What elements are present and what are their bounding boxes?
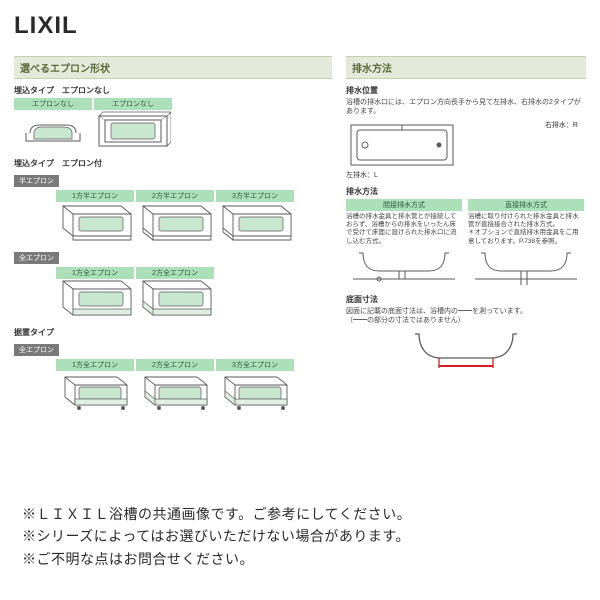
apron-cell: 1方半エプロン <box>56 190 134 244</box>
group2-row1: 1方半エプロン 2方半エプロン <box>14 190 332 244</box>
apron-cell: 2方全エプロン <box>136 267 214 321</box>
drain-pos-label: 排水位置 <box>346 85 586 96</box>
method-figure <box>346 248 462 288</box>
full-apron-tag: 全エプロン <box>14 252 59 264</box>
content: 選べるエプロン形状 埋込タイプ エプロンなし エプロンなし エプロンなし <box>14 56 586 417</box>
drain-pos-note: 浴槽の排水口には、エプロン方向長手から見て左排水、右排水の2タイプがあります。 <box>346 98 586 116</box>
apron-cell: 2方半エプロン <box>136 190 214 244</box>
drainage-section: 排水方法 排水位置 浴槽の排水口には、エプロン方向長手から見て左排水、右排水の2… <box>346 56 586 417</box>
drain-method-label: 排水方法 <box>346 186 586 197</box>
drain-right: 右排水：R <box>466 120 578 180</box>
drain-right-cap: 右排水：R <box>466 120 578 130</box>
method-head: 間接排水方式 <box>346 199 462 211</box>
drain-left: 左排水：L <box>346 120 458 180</box>
apron-head: 1方半エプロン <box>56 190 134 202</box>
apron-figure <box>216 202 294 244</box>
drain-left-cap: 左排水：L <box>346 170 458 180</box>
apron-head: エプロンなし <box>94 98 172 110</box>
brand-logo: LIXIL <box>14 12 78 40</box>
group2-label: 埋込タイプ エプロン付 <box>14 158 332 169</box>
apron-cell: 1方全エプロン <box>56 267 134 321</box>
apron-cell: エプロンなし <box>14 98 92 152</box>
method-row: 間接排水方式 浴槽の排水金具と排水管とが接続しておらず、浴槽からの排水をいったん… <box>346 199 586 288</box>
bottom-figure <box>346 329 586 373</box>
apron-head: 2方全エプロン <box>136 267 214 279</box>
apron-figure <box>216 371 294 413</box>
apron-head: 3方半エプロン <box>216 190 294 202</box>
footnotes: ※ＬＩＸＩＬ浴槽の共通画像です。ご参考にしてください。 ※シリーズによってはお選… <box>22 503 411 570</box>
bottom-label: 底面寸法 <box>346 294 586 305</box>
apron-head: 1方全エプロン <box>56 267 134 279</box>
footnote-3: ※ご不明な点はお問合せください。 <box>22 548 411 570</box>
apron-cell: 2方全エプロン <box>136 359 214 413</box>
bottom-dim: 底面寸法 図面に記載の底面寸法は、浴槽内の━━を測っています。 （━━の部分の寸… <box>346 294 586 373</box>
apron-head: 3方全エプロン <box>216 359 294 371</box>
method-cell: 直接排水方式 浴槽に取り付けられた排水金具と排水管が直接接合された排水方式。 ＊… <box>468 199 584 288</box>
full-apron-tag2: 全エプロン <box>14 344 59 356</box>
apron-figure <box>56 279 134 321</box>
drain-figure <box>346 120 458 170</box>
apron-figure <box>136 279 214 321</box>
apron-figure <box>14 110 92 152</box>
apron-figure <box>56 371 134 413</box>
group3-label: 据置タイプ <box>14 327 332 338</box>
method-note: 浴槽に取り付けられた排水金具と排水管が直接接合された排水方式。 ＊オプションで直… <box>468 213 584 246</box>
apron-figure <box>94 110 172 152</box>
apron-cell: エプロンなし <box>94 98 172 152</box>
group1-row: エプロンなし エプロンなし <box>14 98 332 152</box>
group3-row: 1方全エプロン 2方全エプロン <box>14 359 332 413</box>
apron-cell: 3方全エプロン <box>216 359 294 413</box>
apron-figure <box>136 202 214 244</box>
method-head: 直接排水方式 <box>468 199 584 211</box>
method-figure <box>468 248 584 288</box>
apron-head: 2方半エプロン <box>136 190 214 202</box>
group1-label: 埋込タイプ エプロンなし <box>14 85 332 96</box>
footnote-2: ※シリーズによってはお選びいただけない場合があります。 <box>22 525 411 547</box>
bottom-note: 図面に記載の底面寸法は、浴槽内の━━を測っています。 （━━の部分の寸法ではあり… <box>346 307 586 325</box>
apron-head: エプロンなし <box>14 98 92 110</box>
apron-head: 2方全エプロン <box>136 359 214 371</box>
group2-row2: 1方全エプロン 2方全エプロン <box>14 267 332 321</box>
method-note: 浴槽の排水金具と排水管とが接続しておらず、浴槽からの排水をいったん床で受けて床面… <box>346 213 462 246</box>
apron-head: 1方全エプロン <box>56 359 134 371</box>
drainage-section-title: 排水方法 <box>346 56 586 79</box>
apron-section: 選べるエプロン形状 埋込タイプ エプロンなし エプロンなし エプロンなし <box>14 56 332 417</box>
apron-cell: 1方全エプロン <box>56 359 134 413</box>
apron-figure <box>56 202 134 244</box>
method-cell: 間接排水方式 浴槽の排水金具と排水管とが接続しておらず、浴槽からの排水をいったん… <box>346 199 462 288</box>
half-apron-tag: 半エプロン <box>14 175 59 187</box>
drain-pos-row: 左排水：L 右排水：R <box>346 120 586 180</box>
apron-section-title: 選べるエプロン形状 <box>14 56 332 79</box>
footnote-1: ※ＬＩＸＩＬ浴槽の共通画像です。ご参考にしてください。 <box>22 503 411 525</box>
apron-cell: 3方半エプロン <box>216 190 294 244</box>
apron-figure <box>136 371 214 413</box>
